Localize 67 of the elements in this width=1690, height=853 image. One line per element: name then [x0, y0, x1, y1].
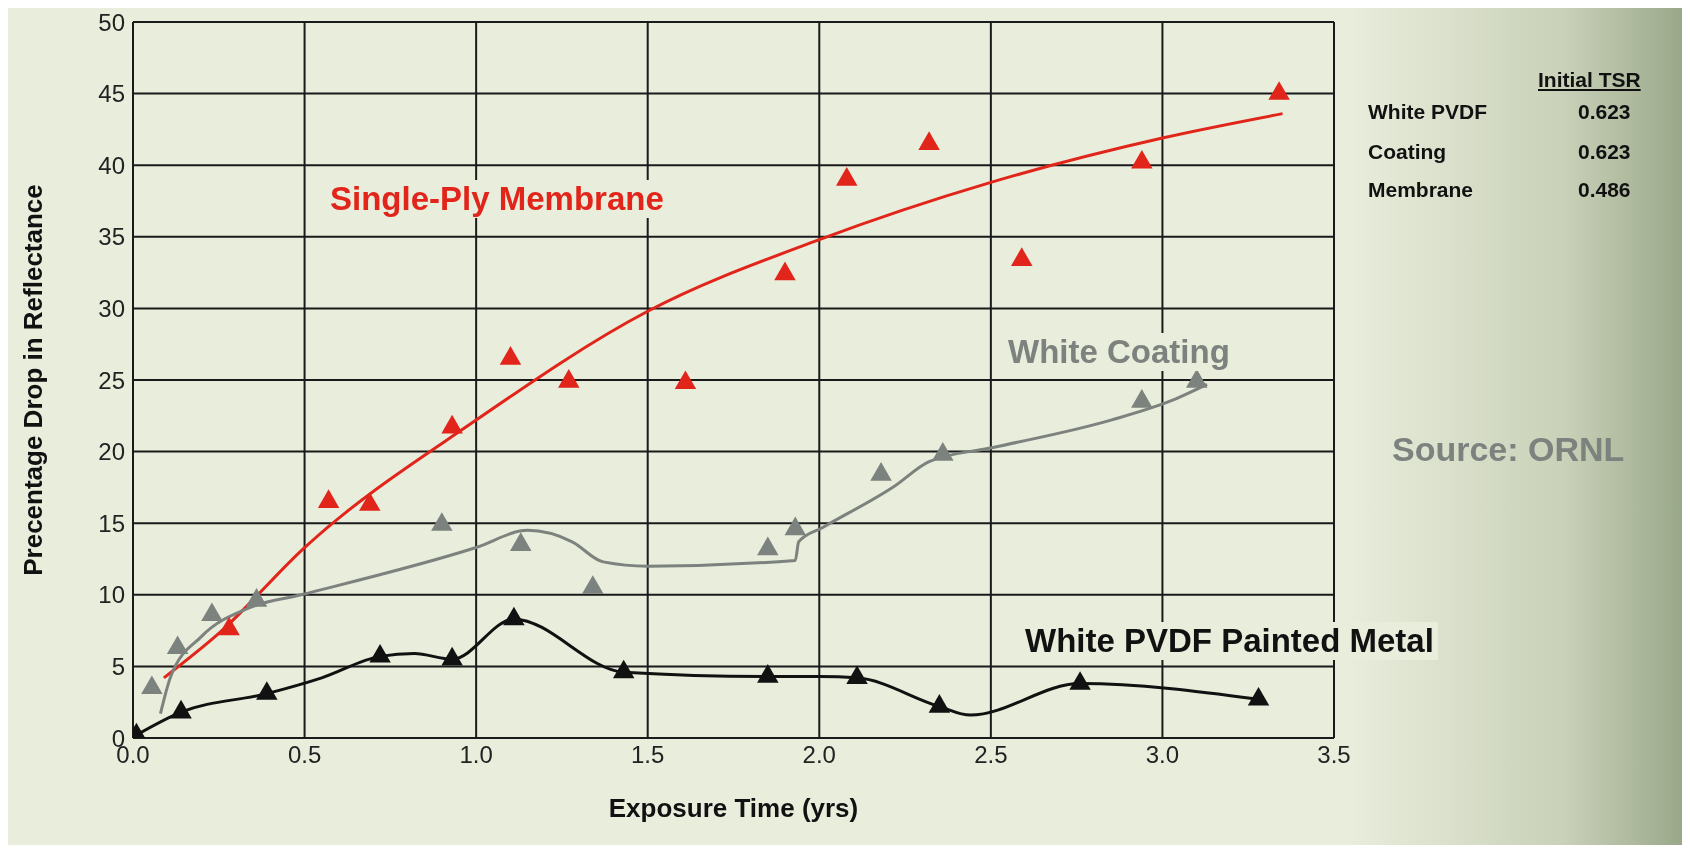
point — [441, 414, 463, 434]
text: Membrane — [1368, 178, 1474, 202]
point — [245, 588, 268, 607]
point — [918, 131, 940, 150]
point — [218, 616, 240, 636]
point — [141, 675, 163, 695]
x-tick-label: 2.0 — [802, 741, 836, 769]
y-tick-label: 50 — [98, 8, 125, 36]
point — [928, 694, 951, 713]
text: Single-Ply Membrane — [326, 180, 668, 218]
series-label: White PVDF Painted Metal — [1021, 622, 1438, 660]
point — [1247, 686, 1270, 706]
point — [256, 681, 278, 700]
point — [932, 442, 954, 461]
y-tick-label: 10 — [98, 581, 125, 609]
x-axis-title: Exposure Time (yrs) — [608, 793, 859, 823]
x-tick-label: 2.5 — [974, 741, 1008, 769]
x-tick-label: 1.5 — [631, 741, 665, 769]
x-tick-label: 3.0 — [1145, 741, 1180, 769]
series-label: White Coating — [1004, 333, 1234, 371]
y-tick-label: 40 — [98, 151, 125, 179]
point — [1186, 369, 1208, 388]
point — [503, 606, 525, 626]
source-note: Source: ORNL — [1392, 430, 1625, 469]
point — [835, 167, 858, 186]
point — [510, 532, 532, 551]
point — [1268, 81, 1290, 100]
point — [431, 512, 453, 531]
point — [441, 646, 463, 666]
point — [558, 369, 580, 388]
point — [612, 659, 635, 679]
text: Coating — [1368, 140, 1447, 164]
y-axis-title: Precentage Drop in Reflectance — [18, 184, 49, 576]
point — [359, 492, 381, 511]
point — [1131, 149, 1153, 169]
point — [1010, 247, 1033, 266]
y-tick-label: 30 — [98, 294, 125, 322]
point — [757, 664, 779, 683]
point — [846, 665, 868, 685]
x-tick-label: 1.0 — [459, 741, 493, 769]
text: 0.623 — [1578, 140, 1631, 164]
point — [166, 635, 189, 654]
y-tick-label: 20 — [98, 438, 125, 466]
y-tick-label: 35 — [98, 223, 125, 251]
text: Initial TSR — [1538, 68, 1641, 92]
point — [870, 462, 892, 481]
point — [1069, 671, 1091, 690]
point — [582, 575, 604, 594]
text: 0.623 — [1578, 100, 1631, 124]
y-tick-label: 45 — [98, 80, 125, 108]
point — [774, 261, 796, 281]
x-tick-label: 0.5 — [287, 741, 322, 769]
text: White PVDF — [1368, 100, 1487, 124]
text: 0.486 — [1578, 178, 1631, 202]
y-tick-label: 5 — [111, 652, 125, 680]
point — [201, 602, 223, 622]
point — [369, 643, 391, 663]
x-tick-label: 3.5 — [1317, 741, 1351, 769]
point — [674, 370, 697, 390]
point — [1131, 389, 1153, 408]
point — [317, 489, 340, 508]
y-tick-label: 25 — [98, 366, 125, 394]
point — [170, 699, 192, 719]
point — [499, 346, 522, 365]
y-tick-label: 15 — [98, 509, 125, 537]
point — [784, 516, 807, 536]
point — [757, 536, 779, 556]
